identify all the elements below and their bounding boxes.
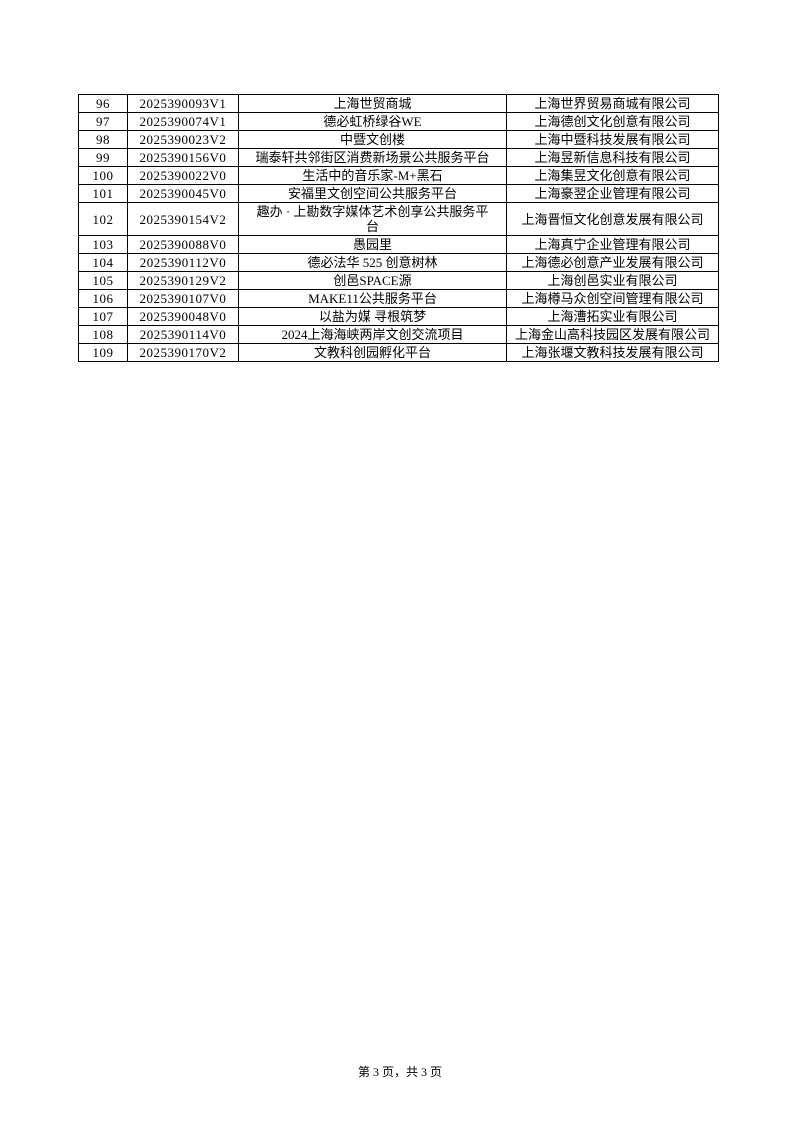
company-name-cell: 上海创邑实业有限公司 (506, 271, 719, 290)
project-code-cell: 2025390093V1 (127, 94, 239, 113)
project-code-cell: 2025390170V2 (127, 343, 239, 362)
table-row: 104 2025390112V0 德必法华 525 创意树林 上海德必创意产业发展有限… (78, 253, 719, 272)
page-number-footer: 第 3 页，共 3 页 (357, 1065, 442, 1079)
company-name-cell: 上海豪翌企业管理有限公司 (506, 184, 719, 203)
row-number-cell: 105 (78, 271, 128, 290)
project-code-cell: 2025390023V2 (127, 130, 239, 149)
project-code-cell: 2025390154V2 (127, 202, 239, 236)
company-name-cell: 上海中暨科技发展有限公司 (506, 130, 719, 149)
table-row: 106 2025390107V0 MAKE11公共服务平台 上海樽马众创空间管理有限公… (78, 289, 719, 308)
row-number-cell: 100 (78, 166, 128, 185)
company-name-cell: 上海晋恒文化创意发展有限公司 (506, 202, 719, 236)
project-name-cell: 趣办 · 上勘数字媒体艺术创享公共服务平 台 (238, 202, 507, 236)
project-code-cell: 2025390107V0 (127, 289, 239, 308)
row-number-cell: 98 (78, 130, 128, 149)
table-row: 105 2025390129V2 创邑SPACE源 上海创邑实业有限公司 (78, 271, 719, 290)
row-number-cell: 108 (78, 325, 128, 344)
company-name-cell: 上海德创文化创意有限公司 (506, 112, 719, 131)
company-name-cell: 上海世界贸易商城有限公司 (506, 94, 719, 113)
project-code-cell: 2025390129V2 (127, 271, 239, 290)
project-name-cell: 文教科创园孵化平台 (238, 343, 507, 362)
row-number-cell: 99 (78, 148, 128, 167)
table-row: 97 2025390074V1 德必虹桥绿谷WE 上海德创文化创意有限公司 (78, 112, 719, 131)
project-name-cell: MAKE11公共服务平台 (238, 289, 507, 308)
project-name-cell: 中暨文创楼 (238, 130, 507, 149)
row-number-cell: 106 (78, 289, 128, 308)
row-number-cell: 103 (78, 235, 128, 254)
table-row: 109 2025390170V2 文教科创园孵化平台 上海张堰文教科技发展有限公司 (78, 343, 719, 362)
project-code-cell: 2025390045V0 (127, 184, 239, 203)
table-row: 108 2025390114V0 2024上海海峡两岸文创交流项目 上海金山高科技园区… (78, 325, 719, 344)
project-name-cell: 2024上海海峡两岸文创交流项目 (238, 325, 507, 344)
table-row: 99 2025390156V0 瑞泰轩共邻街区消费新场景公共服务平台 上海昱新信息科技… (78, 148, 719, 167)
company-name-cell: 上海德必创意产业发展有限公司 (506, 253, 719, 272)
table-row: 101 2025390045V0 安福里文创空间公共服务平台 上海豪翌企业管理有限公司 (78, 184, 719, 203)
table-row: 103 2025390088V0 愚园里 上海真宁企业管理有限公司 (78, 235, 719, 254)
project-code-cell: 2025390114V0 (127, 325, 239, 344)
row-number-cell: 107 (78, 307, 128, 326)
project-name-cell: 以盐为媒 寻根筑梦 (238, 307, 507, 326)
project-name-cell: 上海世贸商城 (238, 94, 507, 113)
project-code-cell: 2025390048V0 (127, 307, 239, 326)
company-name-cell: 上海金山高科技园区发展有限公司 (506, 325, 719, 344)
company-name-cell: 上海张堰文教科技发展有限公司 (506, 343, 719, 362)
project-code-cell: 2025390088V0 (127, 235, 239, 254)
company-name-cell: 上海漕拓实业有限公司 (506, 307, 719, 326)
table-row: 107 2025390048V0 以盐为媒 寻根筑梦 上海漕拓实业有限公司 (78, 307, 719, 326)
project-name-cell: 瑞泰轩共邻街区消费新场景公共服务平台 (238, 148, 507, 167)
row-number-cell: 102 (78, 202, 128, 236)
projects-table: 96 2025390093V1 上海世贸商城 上海世界贸易商城有限公司 97 202539… (78, 94, 719, 362)
table-row: 100 2025390022V0 生活中的音乐家-M+黑石 上海集昱文化创意有限公司 (78, 166, 719, 185)
project-name-cell: 愚园里 (238, 235, 507, 254)
company-name-cell: 上海集昱文化创意有限公司 (506, 166, 719, 185)
project-name-cell: 德必法华 525 创意树林 (238, 253, 507, 272)
table-row: 96 2025390093V1 上海世贸商城 上海世界贸易商城有限公司 (78, 94, 719, 113)
row-number-cell: 109 (78, 343, 128, 362)
table-row: 102 2025390154V2 趣办 · 上勘数字媒体艺术创享公共服务平 台上海晋… (78, 202, 719, 236)
table-row: 98 2025390023V2 中暨文创楼 上海中暨科技发展有限公司 (78, 130, 719, 149)
project-code-cell: 2025390112V0 (127, 253, 239, 272)
project-name-cell: 德必虹桥绿谷WE (238, 112, 507, 131)
project-code-cell: 2025390022V0 (127, 166, 239, 185)
project-name-cell: 创邑SPACE源 (238, 271, 507, 290)
project-code-cell: 2025390074V1 (127, 112, 239, 131)
project-name-cell: 安福里文创空间公共服务平台 (238, 184, 507, 203)
project-name-cell: 生活中的音乐家-M+黑石 (238, 166, 507, 185)
row-number-cell: 104 (78, 253, 128, 272)
row-number-cell: 96 (78, 94, 128, 113)
project-code-cell: 2025390156V0 (127, 148, 239, 167)
company-name-cell: 上海真宁企业管理有限公司 (506, 235, 719, 254)
company-name-cell: 上海樽马众创空间管理有限公司 (506, 289, 719, 308)
company-name-cell: 上海昱新信息科技有限公司 (506, 148, 719, 167)
row-number-cell: 101 (78, 184, 128, 203)
row-number-cell: 97 (78, 112, 128, 131)
